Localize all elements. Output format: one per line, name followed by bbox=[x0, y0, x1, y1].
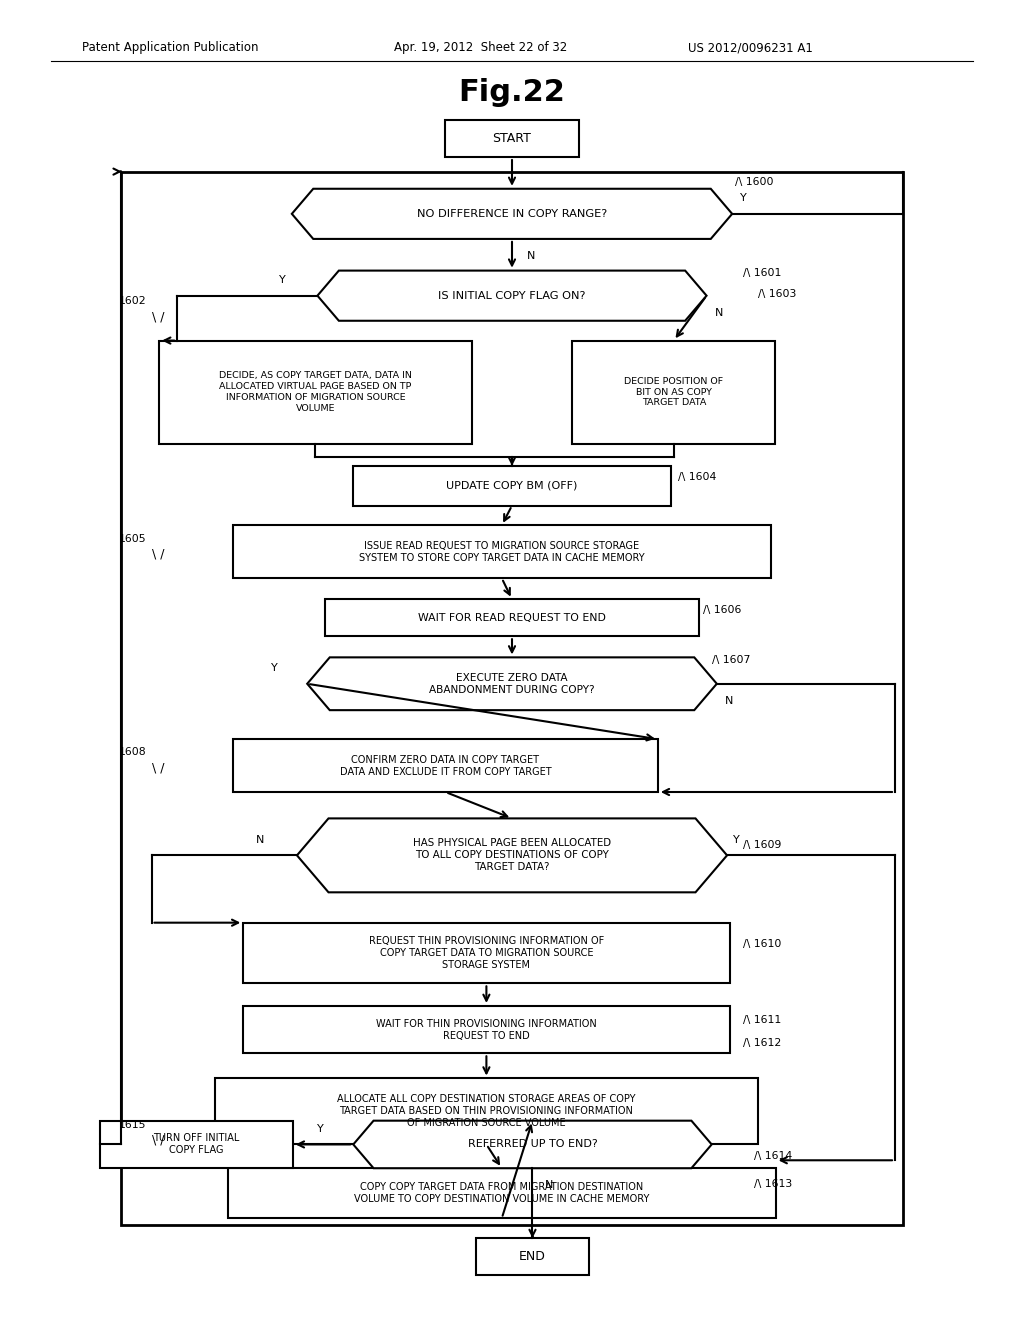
Text: HAS PHYSICAL PAGE BEEN ALLOCATED
TO ALL COPY DESTINATIONS OF COPY
TARGET DATA?: HAS PHYSICAL PAGE BEEN ALLOCATED TO ALL … bbox=[413, 838, 611, 873]
Text: /\ 1612: /\ 1612 bbox=[743, 1038, 781, 1048]
Text: REFERRED UP TO END?: REFERRED UP TO END? bbox=[468, 1139, 597, 1150]
Text: /\ 1613: /\ 1613 bbox=[754, 1179, 792, 1189]
FancyBboxPatch shape bbox=[160, 341, 471, 444]
FancyBboxPatch shape bbox=[215, 1078, 758, 1144]
Text: DECIDE, AS COPY TARGET DATA, DATA IN
ALLOCATED VIRTUAL PAGE BASED ON TP
INFORMAT: DECIDE, AS COPY TARGET DATA, DATA IN ALL… bbox=[219, 371, 412, 413]
FancyBboxPatch shape bbox=[476, 1238, 589, 1275]
Text: 1608: 1608 bbox=[119, 747, 146, 758]
Text: /\ 1601: /\ 1601 bbox=[743, 268, 781, 279]
Text: UPDATE COPY BM (OFF): UPDATE COPY BM (OFF) bbox=[446, 480, 578, 491]
Text: \ /: \ / bbox=[152, 1134, 164, 1147]
Text: \ /: \ / bbox=[152, 548, 164, 561]
Text: 1615: 1615 bbox=[119, 1119, 146, 1130]
FancyBboxPatch shape bbox=[353, 466, 671, 506]
Text: N: N bbox=[527, 251, 536, 261]
Text: N: N bbox=[725, 696, 733, 706]
Text: COPY COPY TARGET DATA FROM MIGRATION DESTINATION
VOLUME TO COPY DESTINATION VOLU: COPY COPY TARGET DATA FROM MIGRATION DES… bbox=[354, 1183, 649, 1204]
Text: Y: Y bbox=[740, 193, 748, 203]
Text: Y: Y bbox=[317, 1123, 325, 1134]
FancyBboxPatch shape bbox=[227, 1168, 776, 1218]
Text: /\ 1610: /\ 1610 bbox=[743, 939, 781, 949]
FancyBboxPatch shape bbox=[572, 341, 775, 444]
Text: US 2012/0096231 A1: US 2012/0096231 A1 bbox=[688, 41, 813, 54]
Polygon shape bbox=[292, 189, 732, 239]
Text: /\ 1603: /\ 1603 bbox=[758, 289, 796, 300]
Text: WAIT FOR READ REQUEST TO END: WAIT FOR READ REQUEST TO END bbox=[418, 612, 606, 623]
FancyBboxPatch shape bbox=[326, 599, 698, 636]
FancyBboxPatch shape bbox=[244, 1006, 729, 1053]
Text: Apr. 19, 2012  Sheet 22 of 32: Apr. 19, 2012 Sheet 22 of 32 bbox=[394, 41, 567, 54]
FancyBboxPatch shape bbox=[233, 739, 657, 792]
Text: REQUEST THIN PROVISIONING INFORMATION OF
COPY TARGET DATA TO MIGRATION SOURCE
ST: REQUEST THIN PROVISIONING INFORMATION OF… bbox=[369, 936, 604, 970]
FancyBboxPatch shape bbox=[244, 923, 729, 983]
Text: /\ 1606: /\ 1606 bbox=[703, 605, 741, 615]
Text: END: END bbox=[519, 1250, 546, 1263]
FancyBboxPatch shape bbox=[232, 525, 770, 578]
Text: \ /: \ / bbox=[152, 310, 164, 323]
Text: /\ 1609: /\ 1609 bbox=[743, 840, 781, 850]
Text: ALLOCATE ALL COPY DESTINATION STORAGE AREAS OF COPY
TARGET DATA BASED ON THIN PR: ALLOCATE ALL COPY DESTINATION STORAGE AR… bbox=[337, 1094, 636, 1129]
Text: /\ 1600: /\ 1600 bbox=[735, 177, 774, 187]
Text: Y: Y bbox=[733, 834, 740, 845]
Text: /\ 1604: /\ 1604 bbox=[678, 471, 716, 482]
Text: Y: Y bbox=[271, 663, 279, 673]
Polygon shape bbox=[307, 657, 717, 710]
Text: N: N bbox=[545, 1180, 553, 1191]
Text: /\ 1614: /\ 1614 bbox=[754, 1151, 792, 1162]
Text: EXECUTE ZERO DATA
ABANDONMENT DURING COPY?: EXECUTE ZERO DATA ABANDONMENT DURING COP… bbox=[429, 673, 595, 694]
Text: 1602: 1602 bbox=[119, 296, 146, 306]
Text: DECIDE POSITION OF
BIT ON AS COPY
TARGET DATA: DECIDE POSITION OF BIT ON AS COPY TARGET… bbox=[625, 376, 723, 408]
Text: \ /: \ / bbox=[152, 762, 164, 775]
Text: CONFIRM ZERO DATA IN COPY TARGET
DATA AND EXCLUDE IT FROM COPY TARGET: CONFIRM ZERO DATA IN COPY TARGET DATA AN… bbox=[340, 755, 551, 776]
FancyBboxPatch shape bbox=[445, 120, 579, 157]
Text: NO DIFFERENCE IN COPY RANGE?: NO DIFFERENCE IN COPY RANGE? bbox=[417, 209, 607, 219]
Text: /\ 1611: /\ 1611 bbox=[743, 1015, 781, 1026]
FancyBboxPatch shape bbox=[100, 1121, 293, 1168]
Text: START: START bbox=[493, 132, 531, 145]
Text: 1605: 1605 bbox=[119, 533, 146, 544]
Text: /\ 1607: /\ 1607 bbox=[712, 655, 750, 665]
Text: Patent Application Publication: Patent Application Publication bbox=[82, 41, 258, 54]
Polygon shape bbox=[297, 818, 727, 892]
Text: Y: Y bbox=[279, 275, 286, 285]
Text: Fig.22: Fig.22 bbox=[459, 78, 565, 107]
Text: WAIT FOR THIN PROVISIONING INFORMATION
REQUEST TO END: WAIT FOR THIN PROVISIONING INFORMATION R… bbox=[376, 1019, 597, 1040]
Text: TURN OFF INITIAL
COPY FLAG: TURN OFF INITIAL COPY FLAG bbox=[154, 1134, 240, 1155]
Text: IS INITIAL COPY FLAG ON?: IS INITIAL COPY FLAG ON? bbox=[438, 290, 586, 301]
Text: N: N bbox=[715, 308, 723, 318]
Polygon shape bbox=[317, 271, 707, 321]
Text: ISSUE READ REQUEST TO MIGRATION SOURCE STORAGE
SYSTEM TO STORE COPY TARGET DATA : ISSUE READ REQUEST TO MIGRATION SOURCE S… bbox=[359, 541, 644, 562]
Polygon shape bbox=[353, 1121, 712, 1168]
Text: N: N bbox=[256, 834, 264, 845]
